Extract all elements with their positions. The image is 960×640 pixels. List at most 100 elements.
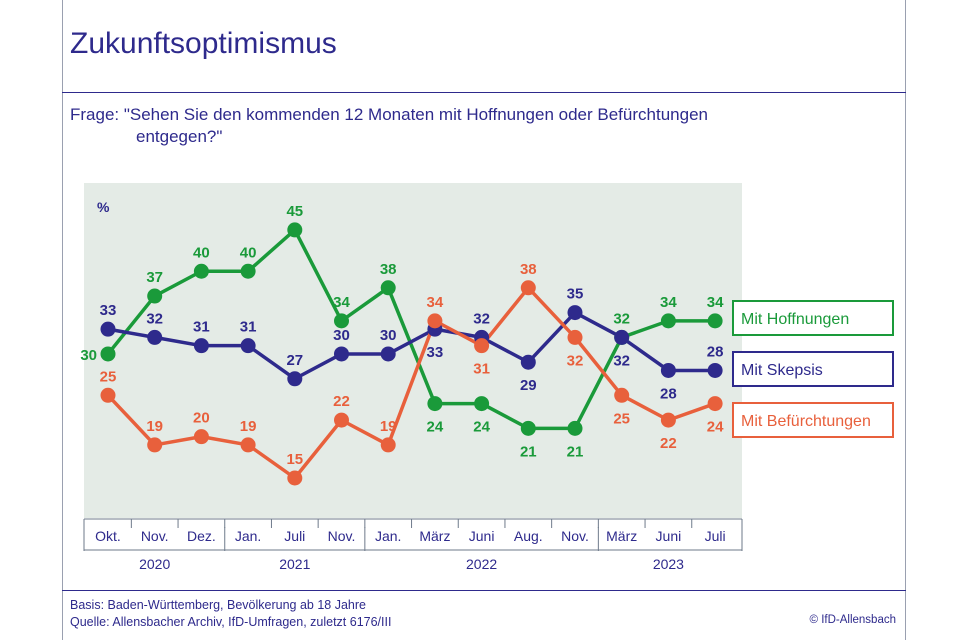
data-label-mit-hoffnungen: 30 <box>80 347 97 364</box>
data-label-mit-befuerchtungen: 19 <box>240 418 257 435</box>
legend-label-mit-befuerchtungen: Mit Befürchtungen <box>741 413 871 430</box>
data-label-mit-skepsis: 30 <box>380 327 397 344</box>
x-tick-label: März <box>606 528 637 544</box>
series-line-mit-befuerchtungen <box>106 286 716 480</box>
data-point-mit-skepsis <box>707 362 723 378</box>
data-point-mit-skepsis <box>193 338 209 354</box>
data-label-mit-skepsis: 33 <box>427 344 444 361</box>
data-point-mit-skepsis <box>147 329 163 345</box>
data-label-mit-hoffnungen: 24 <box>473 419 490 436</box>
data-point-mit-befuerchtungen <box>614 387 630 403</box>
x-tick-label: Nov. <box>141 528 169 544</box>
footer-divider <box>62 590 906 591</box>
data-point-mit-befuerchtungen <box>520 280 536 296</box>
data-point-mit-hoffnungen <box>520 420 536 436</box>
data-point-mit-befuerchtungen <box>474 338 490 354</box>
data-label-mit-hoffnungen: 21 <box>520 443 537 460</box>
data-label-mit-skepsis: 29 <box>520 377 537 394</box>
x-tick-label: Juni <box>469 528 495 544</box>
data-label-mit-befuerchtungen: 38 <box>520 261 537 278</box>
data-point-mit-befuerchtungen <box>100 387 116 403</box>
x-tick-label: Nov. <box>561 528 589 544</box>
page-title: Zukunftsoptimismus <box>70 27 337 60</box>
data-point-mit-hoffnungen <box>474 396 490 412</box>
data-point-mit-skepsis <box>567 305 583 321</box>
data-point-mit-hoffnungen <box>707 313 723 329</box>
x-tick-label: Nov. <box>328 528 356 544</box>
data-point-mit-befuerchtungen <box>334 412 349 428</box>
x-tick-label: Okt. <box>95 528 121 544</box>
data-label-mit-skepsis: 28 <box>660 385 677 402</box>
question-line-2: entgegen?" <box>136 127 223 146</box>
data-point-mit-hoffnungen <box>100 346 116 362</box>
data-point-mit-hoffnungen <box>287 222 303 238</box>
data-point-mit-hoffnungen <box>427 396 443 412</box>
data-point-mit-hoffnungen <box>380 280 396 296</box>
legend-box-mit-skepsis <box>732 351 894 387</box>
x-tick-label: Juni <box>656 528 682 544</box>
survey-question: Frage: "Sehen Sie den kommenden 12 Monat… <box>70 104 870 148</box>
data-point-mit-befuerchtungen <box>427 313 443 329</box>
data-label-mit-befuerchtungen: 22 <box>333 393 350 410</box>
data-point-mit-skepsis <box>334 346 349 362</box>
x-tick-label: Jan. <box>235 528 261 544</box>
legend-box-mit-befuerchtungen <box>732 402 894 438</box>
data-label-mit-hoffnungen: 32 <box>613 310 630 327</box>
question-line-1: Frage: "Sehen Sie den kommenden 12 Monat… <box>70 105 708 124</box>
data-label-mit-hoffnungen: 45 <box>286 203 303 220</box>
data-point-mit-skepsis <box>287 371 303 387</box>
x-tick-label: Juli <box>284 528 305 544</box>
data-point-mit-skepsis <box>660 362 676 378</box>
legend-label-mit-hoffnungen: Mit Hoffnungen <box>741 311 849 328</box>
data-label-mit-hoffnungen: 34 <box>707 294 724 311</box>
data-point-mit-befuerchtungen <box>380 437 396 453</box>
data-label-mit-befuerchtungen: 31 <box>473 361 490 378</box>
data-point-mit-befuerchtungen <box>240 437 256 453</box>
x-tick-label: März <box>419 528 450 544</box>
legend-box-mit-hoffnungen <box>732 300 894 336</box>
data-point-mit-hoffnungen <box>240 263 256 279</box>
footer-source: Quelle: Allensbacher Archiv, IfD-Umfrage… <box>70 615 392 629</box>
data-label-mit-hoffnungen: 40 <box>193 244 210 261</box>
data-point-mit-befuerchtungen <box>567 329 583 345</box>
year-label: 2021 <box>279 556 310 572</box>
data-label-mit-skepsis: 32 <box>146 310 163 327</box>
data-point-mit-befuerchtungen <box>147 437 163 453</box>
data-label-mit-skepsis: 33 <box>100 302 117 319</box>
legend-label-mit-skepsis: Mit Skepsis <box>741 362 823 379</box>
series-line-mit-hoffnungen <box>106 228 716 431</box>
data-point-mit-skepsis <box>520 354 536 370</box>
data-label-mit-skepsis: 31 <box>193 319 210 336</box>
data-label-mit-befuerchtungen: 25 <box>100 368 117 385</box>
data-label-mit-hoffnungen: 40 <box>240 244 257 261</box>
year-label: 2022 <box>466 556 497 572</box>
data-label-mit-befuerchtungen: 15 <box>286 451 303 468</box>
data-label-mit-hoffnungen: 34 <box>660 294 677 311</box>
data-label-mit-skepsis: 32 <box>613 352 630 369</box>
data-point-mit-befuerchtungen <box>660 412 676 428</box>
data-label-mit-hoffnungen: 37 <box>146 269 163 286</box>
x-tick-label: Dez. <box>187 528 216 544</box>
year-label: 2023 <box>653 556 684 572</box>
data-label-mit-befuerchtungen: 34 <box>427 294 444 311</box>
data-label-mit-skepsis: 35 <box>567 286 584 303</box>
data-label-mit-skepsis: 27 <box>286 352 303 369</box>
data-point-mit-skepsis <box>240 338 256 354</box>
series-line-mit-skepsis <box>107 310 716 381</box>
data-label-mit-hoffnungen: 24 <box>427 419 444 436</box>
x-tick-label: Juli <box>705 528 726 544</box>
data-label-mit-hoffnungen: 34 <box>333 294 350 311</box>
data-point-mit-hoffnungen <box>567 420 583 436</box>
data-point-mit-skepsis <box>380 346 396 362</box>
data-label-mit-skepsis: 31 <box>240 319 257 336</box>
title-divider <box>62 92 906 93</box>
data-point-mit-befuerchtungen <box>707 396 723 412</box>
footer-notes: Basis: Baden-Württemberg, Bevölkerung ab… <box>70 597 391 631</box>
copyright: © IfD-Allensbach <box>809 614 896 626</box>
data-label-mit-befuerchtungen: 19 <box>380 418 397 435</box>
footer-basis: Basis: Baden-Württemberg, Bevölkerung ab… <box>70 598 366 612</box>
data-label-mit-skepsis: 28 <box>707 343 724 360</box>
data-label-mit-hoffnungen: 38 <box>380 261 397 278</box>
data-label-mit-skepsis: 32 <box>473 310 490 327</box>
